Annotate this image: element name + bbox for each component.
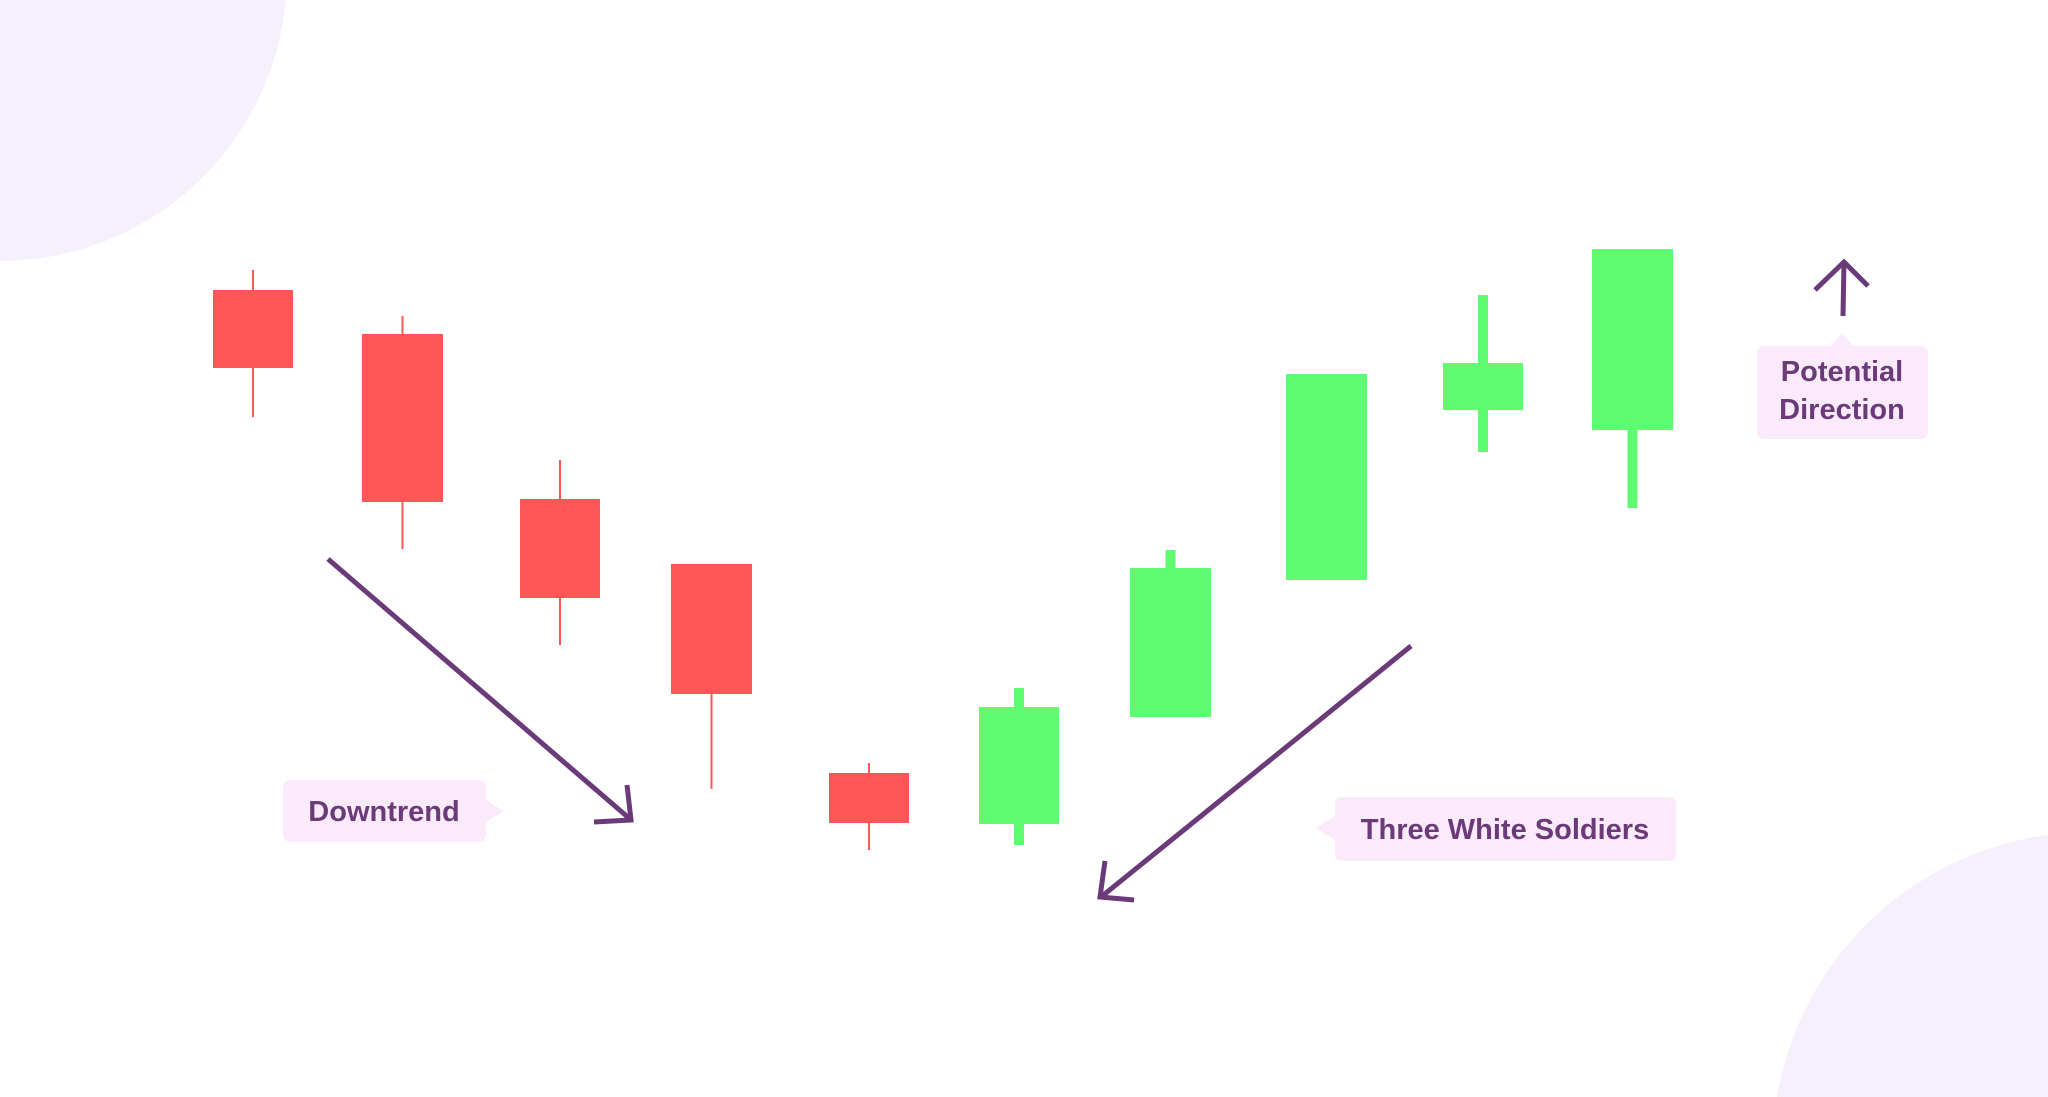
candle-body xyxy=(1592,249,1673,430)
candle-bearish xyxy=(829,763,909,850)
decor-circle-bottom-right xyxy=(1777,835,2048,1097)
candle-body xyxy=(213,290,293,368)
candle-body xyxy=(1286,374,1367,580)
candle-body xyxy=(1130,568,1211,717)
candle-bearish xyxy=(671,564,752,789)
three-white-soldiers-text: Three White Soldiers xyxy=(1361,814,1649,846)
potential-direction-label: Potential Direction xyxy=(1757,333,1928,439)
arrow-up-icon xyxy=(1813,258,1870,317)
downtrend-text: Downtrend xyxy=(308,796,459,828)
decor-circle-top-left xyxy=(0,0,286,262)
candle-body xyxy=(520,499,600,598)
candle-bullish xyxy=(1130,550,1211,717)
candle-bearish xyxy=(520,460,600,645)
candle-body xyxy=(362,334,443,502)
candle-bearish xyxy=(362,316,443,549)
candle-body xyxy=(829,773,909,823)
downtrend-arrow-icon xyxy=(326,557,634,825)
uptrend-arrow-icon xyxy=(1097,644,1413,903)
candles-group xyxy=(213,249,1673,850)
candle-bullish xyxy=(979,688,1059,845)
candle-body xyxy=(671,564,752,694)
three-white-soldiers-label: Three White Soldiers xyxy=(1316,797,1676,861)
downtrend-label: Downtrend xyxy=(283,780,504,842)
direction-text: Direction xyxy=(1779,394,1905,426)
candle-body xyxy=(979,707,1059,824)
potential-text: Potential xyxy=(1781,356,1903,388)
candle-bearish xyxy=(213,270,293,417)
candle-bullish xyxy=(1592,249,1673,508)
candle-bullish xyxy=(1286,374,1367,580)
candle-bullish xyxy=(1443,295,1523,452)
candle-body xyxy=(1443,363,1523,410)
